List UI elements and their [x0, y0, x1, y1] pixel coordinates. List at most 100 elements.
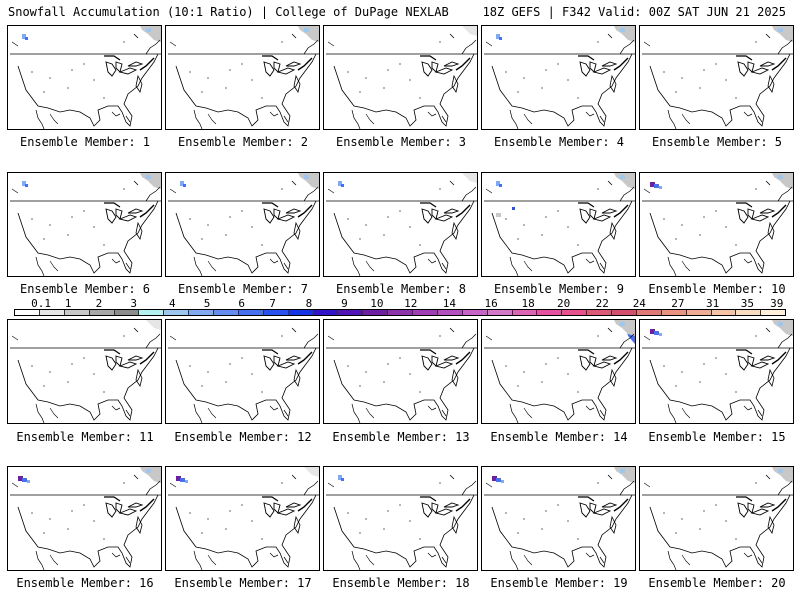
scale-tick-label: 8 [305, 297, 313, 310]
scale-tick-label: 18 [521, 297, 535, 310]
us-map [484, 26, 635, 129]
ensemble-member-caption: Ensemble Member: 13 [332, 430, 470, 444]
ensemble-map-panel [481, 172, 636, 277]
ensemble-member-caption: Ensemble Member: 1 [19, 135, 151, 149]
ensemble-map-panel [323, 172, 478, 277]
scale-color-cell [39, 310, 65, 315]
ensemble-member-caption: Ensemble Member: 19 [490, 576, 628, 590]
us-map [168, 327, 319, 423]
scale-color-cell [114, 310, 140, 315]
scale-color-cell [562, 310, 588, 315]
scale-color-cell [413, 310, 438, 315]
ensemble-map-panel [481, 319, 636, 424]
us-map [168, 173, 319, 276]
scale-tick-label: 1 [64, 297, 72, 310]
ensemble-map-panel [7, 466, 162, 571]
scale-tick-label: 20 [557, 297, 571, 310]
scale-color-cell [363, 310, 389, 315]
scale-tick-label: 3 [130, 297, 137, 310]
scale-tick-label: 27 [671, 297, 685, 310]
ensemble-member-caption: Ensemble Member: 11 [16, 430, 154, 444]
ensemble-map-panel [323, 466, 478, 571]
ensemble-map-panel [165, 172, 320, 277]
scale-tick-label: 4 [168, 297, 176, 310]
ensemble-member-caption: Ensemble Member: 16 [16, 576, 154, 590]
us-map [326, 173, 477, 276]
scale-tick-label: 35 [740, 297, 755, 310]
ensemble-member-caption: Ensemble Member: 6 [19, 282, 151, 296]
us-map [642, 320, 793, 423]
color-scale-labels: 0.1 1 2 3 4 5 6 7 8 9 10 12 14 16 18 20 22 24 27 31 35 39 [14, 297, 786, 310]
scale-color-cell [686, 310, 712, 315]
scale-tick-label: 2 [95, 297, 103, 310]
scale-color-cell [15, 310, 40, 315]
scale-color-cell [238, 310, 264, 315]
scale-color-cell [214, 310, 239, 315]
ensemble-member-caption: Ensemble Member: 20 [648, 576, 786, 590]
scale-color-cell [636, 310, 662, 315]
us-map [10, 26, 161, 129]
scale-color-cell [711, 310, 737, 315]
us-map [484, 320, 635, 423]
us-map [10, 320, 161, 423]
scale-tick-label: 22 [595, 297, 609, 310]
scale-color-cell [487, 310, 513, 315]
ensemble-map-panel [165, 319, 320, 424]
ensemble-map-panel [639, 466, 794, 571]
ensemble-member-caption: Ensemble Member: 9 [493, 282, 625, 296]
ensemble-map-panel [323, 25, 478, 130]
us-map [484, 173, 635, 276]
scale-color-cell [512, 310, 538, 315]
scale-color-cell [612, 310, 637, 315]
scale-tick-label: 24 [632, 297, 646, 310]
scale-color-cell [437, 310, 463, 315]
us-map [642, 467, 793, 570]
scale-tick-label: 9 [341, 297, 348, 310]
ensemble-map-panel [323, 319, 478, 424]
ensemble-member-caption: Ensemble Member: 14 [490, 430, 628, 444]
ensemble-map-panel [481, 25, 636, 130]
ensemble-map-panel [165, 466, 320, 571]
scale-color-cell [462, 310, 488, 315]
us-map [326, 327, 477, 423]
ensemble-map-panel [7, 172, 162, 277]
scale-color-cell [388, 310, 413, 315]
scale-color-cell [139, 310, 165, 315]
ensemble-member-caption: Ensemble Member: 17 [174, 576, 312, 590]
scale-color-cell [338, 310, 364, 315]
ensemble-map-panel [639, 172, 794, 277]
us-map [642, 26, 793, 129]
ensemble-member-caption: Ensemble Member: 10 [648, 282, 786, 296]
scale-tick-label: 5 [203, 297, 211, 310]
us-map [168, 26, 319, 129]
scale-tick-label: 31 [706, 297, 720, 310]
scale-color-cell [537, 310, 563, 315]
scale-color-cell [164, 310, 190, 315]
scale-tick-label: 39 [770, 297, 784, 310]
scale-tick-label: 10 [370, 297, 384, 310]
ensemble-member-caption: Ensemble Member: 18 [332, 576, 470, 590]
scale-color-cell [313, 310, 339, 315]
us-map [326, 26, 477, 129]
us-map [642, 173, 793, 276]
color-scale-bar [14, 309, 786, 316]
ensemble-member-caption: Ensemble Member: 15 [648, 430, 786, 444]
us-map [10, 467, 161, 570]
us-map [168, 467, 319, 570]
ensemble-member-caption: Ensemble Member: 2 [177, 135, 309, 149]
scale-tick-label: 6 [238, 297, 246, 310]
map-title: Snowfall Accumulation (10:1 Ratio) | Col… [8, 5, 449, 19]
scale-tick-label: 12 [404, 297, 418, 310]
ensemble-map-panel [165, 25, 320, 130]
ensemble-member-caption: Ensemble Member: 12 [174, 430, 312, 444]
ensemble-member-caption: Ensemble Member: 3 [335, 135, 467, 149]
us-map [10, 173, 161, 276]
ensemble-map-panel [7, 319, 162, 424]
model-run-info: 18Z GEFS | F342 Valid: 00Z SAT JUN 21 20… [482, 5, 786, 19]
ensemble-map-panel [7, 25, 162, 130]
scale-color-cell [64, 310, 90, 315]
us-map [484, 467, 635, 570]
scale-color-cell [288, 310, 314, 315]
scale-color-cell [89, 310, 115, 315]
ensemble-member-caption: Ensemble Member: 7 [177, 282, 309, 296]
